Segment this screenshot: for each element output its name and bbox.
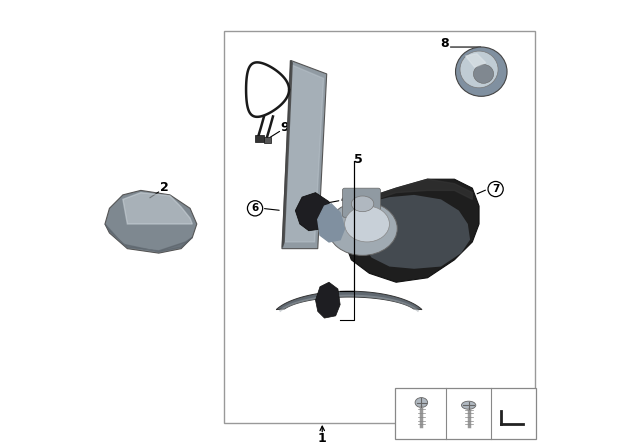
FancyBboxPatch shape [224, 31, 535, 423]
Polygon shape [282, 60, 327, 249]
Ellipse shape [456, 47, 507, 96]
FancyBboxPatch shape [342, 188, 380, 217]
Text: 7: 7 [397, 396, 404, 405]
Ellipse shape [351, 196, 374, 212]
Polygon shape [105, 190, 197, 253]
Polygon shape [276, 291, 422, 310]
Polygon shape [296, 193, 332, 231]
FancyBboxPatch shape [396, 388, 536, 439]
FancyBboxPatch shape [255, 135, 264, 142]
Text: 2: 2 [160, 181, 168, 194]
Ellipse shape [461, 401, 476, 409]
Text: 6: 6 [447, 396, 454, 405]
Ellipse shape [328, 202, 397, 255]
Polygon shape [284, 65, 324, 242]
Text: 6: 6 [252, 203, 259, 213]
Polygon shape [282, 60, 292, 247]
Polygon shape [345, 179, 479, 282]
Polygon shape [317, 204, 345, 242]
Polygon shape [360, 195, 470, 269]
Text: 4: 4 [340, 193, 349, 206]
Text: 1: 1 [318, 431, 326, 445]
Text: 7: 7 [492, 184, 499, 194]
Text: 3: 3 [424, 251, 433, 264]
Ellipse shape [474, 65, 493, 83]
Polygon shape [105, 224, 192, 252]
Text: 5: 5 [354, 152, 362, 166]
Polygon shape [345, 179, 472, 224]
Polygon shape [123, 193, 192, 224]
Ellipse shape [344, 206, 389, 242]
Polygon shape [316, 282, 340, 318]
Text: 9: 9 [281, 121, 289, 134]
Text: 8: 8 [440, 37, 449, 51]
FancyBboxPatch shape [264, 137, 271, 143]
Polygon shape [466, 54, 486, 67]
Ellipse shape [415, 398, 428, 408]
Ellipse shape [460, 51, 498, 88]
